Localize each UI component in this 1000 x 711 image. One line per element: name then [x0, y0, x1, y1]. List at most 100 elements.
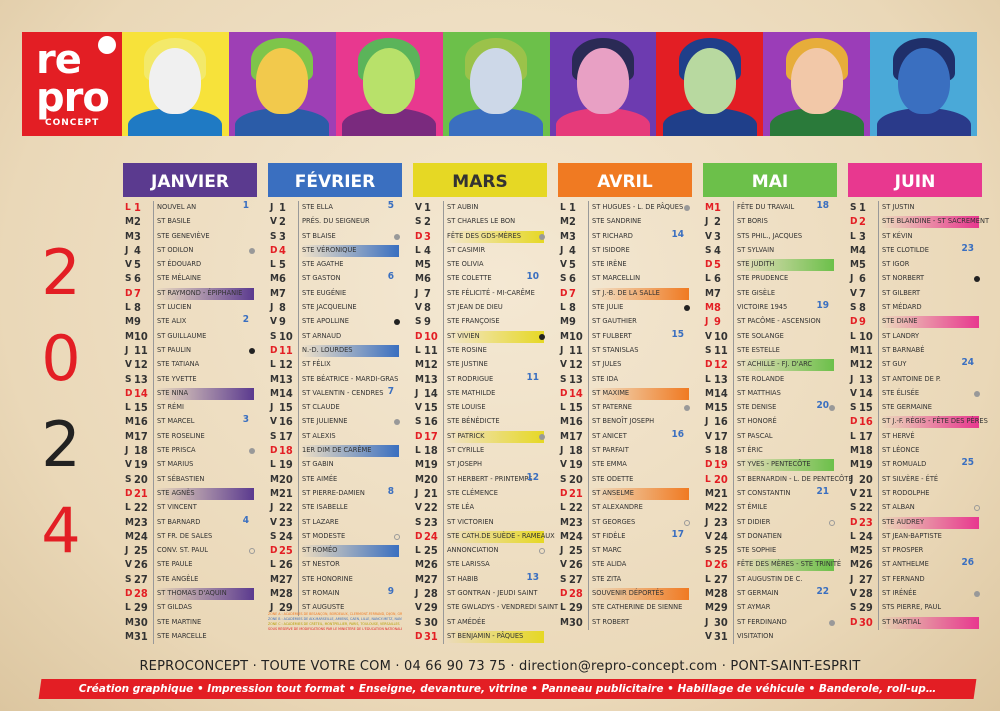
day-separator	[443, 201, 444, 216]
saint-name: STE EUGÉNIE	[302, 287, 347, 297]
weekday-letter: D	[850, 516, 858, 528]
saint-name: ST ANICET	[592, 430, 627, 440]
day-number: 20	[569, 472, 583, 486]
weekday-letter: J	[850, 273, 854, 285]
month-header: MAI	[703, 163, 837, 197]
day-number: 23	[134, 515, 148, 529]
weekday-letter: V	[705, 230, 712, 242]
weekday-letter: D	[415, 530, 423, 542]
day-row: D 31 ST BENJAMIN - PÂQUES	[413, 629, 547, 645]
moon-phase-icon	[829, 405, 835, 412]
day-number: 18	[859, 444, 873, 458]
saint-name: FÊTE DES GDS-MÈRES	[447, 230, 521, 240]
saint-name: STS PIERRE, PAUL	[882, 602, 942, 612]
saint-name: STE AUDREY	[882, 516, 925, 526]
saint-name: STE EMMA	[592, 459, 627, 469]
weekday-letter: J	[125, 244, 129, 256]
day-row: J 11 ST STANISLAS	[558, 343, 692, 359]
day-separator	[153, 243, 154, 259]
saint-name: ST BENJAMIN - PÂQUES	[447, 630, 524, 640]
day-separator	[298, 486, 299, 502]
saint-name: ST VALENTIN - CENDRES	[302, 387, 384, 397]
day-number: 11	[134, 343, 148, 357]
sunday-highlight	[881, 316, 979, 329]
moon-phase-icon	[249, 247, 255, 254]
day-separator	[588, 444, 589, 459]
saint-name: ST GUY	[882, 359, 907, 369]
day-separator	[588, 515, 589, 530]
day-number: 12	[714, 358, 728, 372]
weekday-letter: V	[560, 459, 567, 471]
day-number: 13	[424, 372, 438, 386]
portrait-face	[790, 48, 843, 114]
day-row: M 4 STE CLOTILDE 23	[848, 243, 982, 259]
saint-name: ST BERNARDIN - L. DE PENTECÔTE	[737, 473, 853, 483]
day-row: M 9 ST GAUTHIER	[558, 315, 692, 330]
day-number: 30	[714, 615, 728, 629]
weekday-letter: M	[125, 630, 134, 642]
day-separator	[153, 372, 154, 387]
saint-name: STE ÉLISÉE	[882, 387, 920, 397]
day-separator	[443, 544, 444, 559]
week-number: 25	[961, 457, 974, 469]
weekday-letter: S	[850, 202, 857, 213]
day-separator	[298, 472, 299, 487]
day-separator	[153, 215, 154, 230]
moon-phase-icon	[394, 533, 400, 540]
saint-name: ST VICTORIEN	[447, 516, 494, 526]
day-row: D 18 1ER DIM DE CARÊME	[268, 444, 402, 459]
team-portrait	[122, 32, 229, 136]
day-separator	[298, 258, 299, 273]
saint-name: ST ODILON	[157, 244, 194, 254]
saint-name: ST PASCAL	[737, 430, 773, 440]
day-number: 26	[569, 558, 583, 572]
week-number: 8	[387, 485, 394, 497]
weekday-letter: V	[125, 459, 132, 471]
day-row: M 26 STE LARISSA	[413, 558, 547, 573]
day-number: 15	[714, 401, 728, 415]
day-row: L 6 STE PRUDENCE	[703, 272, 837, 287]
month-column: JUIN S 1 ST JUSTIN D 2 STE BLANDINE - ST SACRE…	[848, 163, 989, 645]
day-row: L 29 STE CATHERINE DE SIENNE	[558, 601, 692, 616]
portrait-face	[470, 48, 523, 114]
year-digit-3: 2	[41, 408, 81, 481]
day-separator	[878, 458, 879, 473]
day-number: 19	[569, 458, 583, 472]
saint-name: STE JULIE	[592, 302, 624, 312]
day-row: M 13 ST RODRIGUE 11	[413, 372, 547, 387]
saint-name: ST ROMAIN	[302, 588, 340, 598]
weekday-letter: V	[415, 402, 422, 414]
day-row: M 8 VICTOIRE 1945 19	[703, 300, 837, 316]
day-separator	[588, 301, 589, 316]
weekday-letter: L	[560, 202, 566, 213]
day-row: D 25 ST ROMÉO	[268, 544, 402, 559]
saint-name: ST AMÉDÉE	[447, 616, 486, 626]
saint-name: ST IRÉNÉE	[882, 588, 917, 598]
day-separator	[733, 515, 734, 530]
month-name: JUIN	[848, 168, 982, 197]
day-row: M 15 STE DENISE 20	[703, 400, 837, 416]
zone-b-text: ZONE B : ACADÉMIES DE AIX-MARSEILLE, AMI…	[268, 617, 402, 621]
day-separator	[878, 301, 879, 316]
day-separator	[298, 315, 299, 330]
day-separator	[298, 201, 299, 216]
weekday-letter: L	[850, 230, 856, 242]
day-separator	[153, 486, 154, 502]
day-separator	[588, 544, 589, 559]
saint-name: STS PHIL., JACQUES	[737, 230, 803, 240]
weekday-letter: V	[705, 530, 712, 542]
day-row: L 19 ST GABIN	[268, 458, 402, 473]
day-row: M 22 ST ÉMILE	[703, 501, 837, 516]
weekday-letter: M	[125, 316, 134, 328]
month-header: MARS	[413, 163, 547, 197]
day-row: L 15 ST RÉMI	[123, 401, 257, 416]
day-separator	[588, 315, 589, 330]
services-text: Création graphique • Impression tout for…	[78, 683, 937, 695]
weekday-letter: M	[270, 387, 279, 399]
weekday-letter: M	[270, 573, 279, 585]
weekday-letter: S	[270, 530, 277, 542]
saint-name: ST JULES	[592, 359, 622, 369]
day-row: S 24 ST MODESTE	[268, 529, 402, 545]
saint-name: STE GISÈLE	[737, 287, 776, 297]
saint-name: ST ÉDOUARD	[157, 259, 202, 269]
